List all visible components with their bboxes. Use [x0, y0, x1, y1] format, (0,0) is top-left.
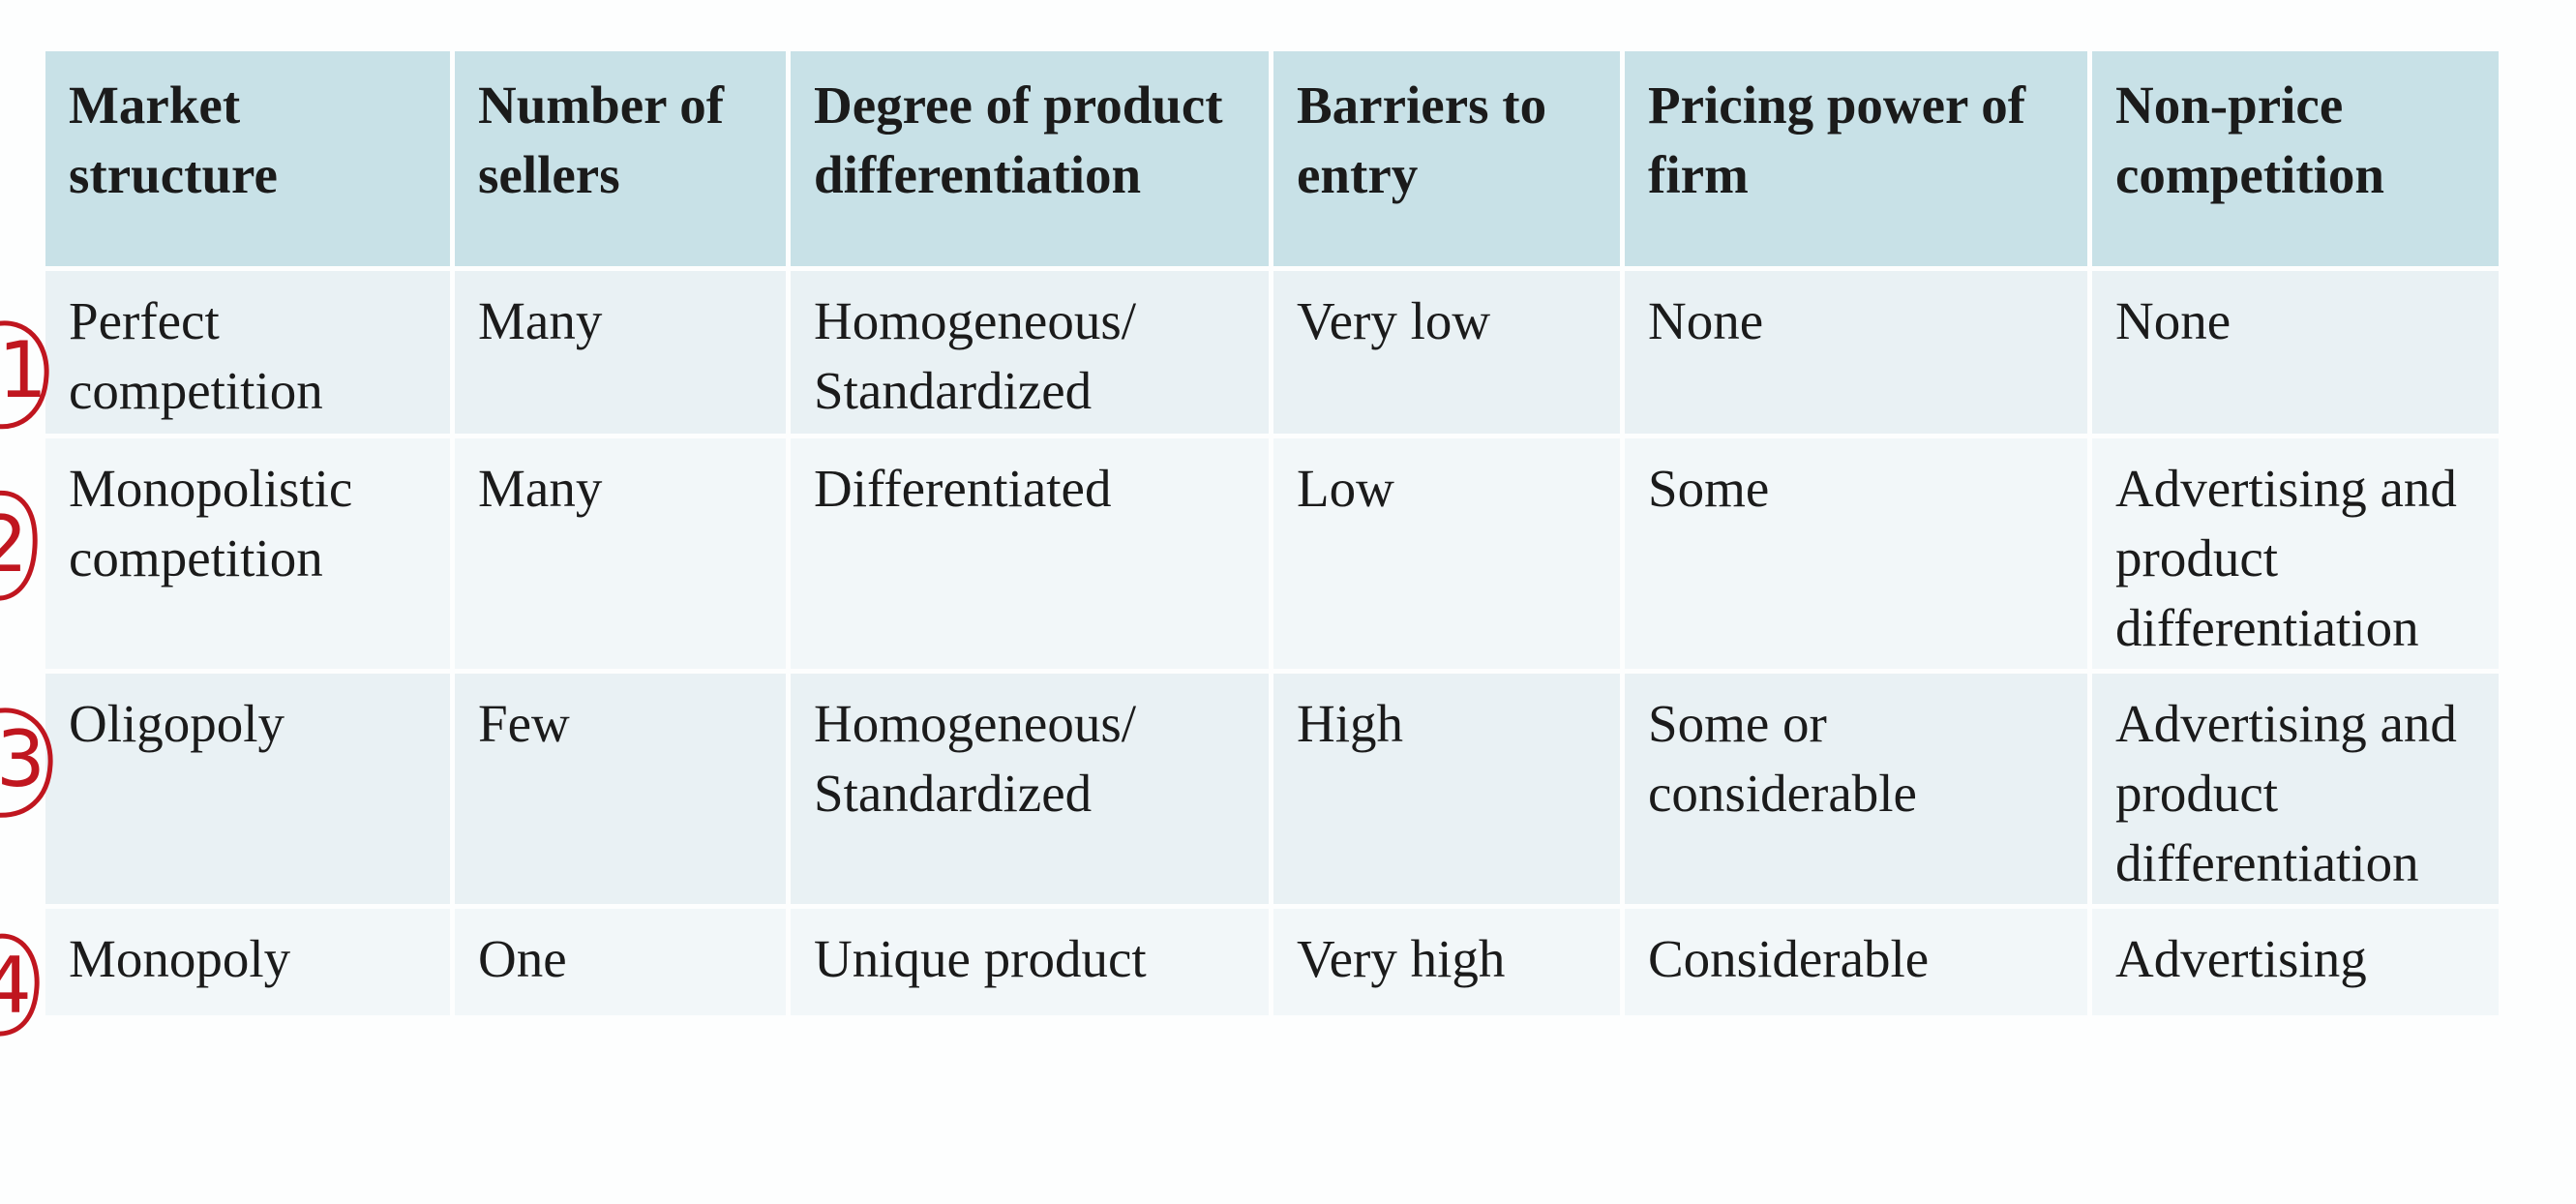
cell-non-price-competition: Advertising and product differentiation [2092, 674, 2499, 904]
cell-market-structure: Monopolistic competition [45, 438, 450, 669]
cell-non-price-competition: Advertising and product differentiation [2092, 438, 2499, 669]
header-pricing-power: Pricing power of firm [1625, 51, 2087, 266]
table-row: Monopolistic competition Many Differenti… [45, 438, 2499, 669]
cell-pricing-power: Some [1625, 438, 2087, 669]
table-row: Perfect competition Many Homogeneous/ St… [45, 271, 2499, 434]
cell-number-of-sellers: Many [455, 438, 786, 669]
svg-text:2: 2 [0, 499, 28, 589]
table-row: Monopoly One Unique product Very high Co… [45, 909, 2499, 1015]
cell-barriers-to-entry: Low [1273, 438, 1620, 669]
cell-barriers-to-entry: High [1273, 674, 1620, 904]
cell-barriers-to-entry: Very low [1273, 271, 1620, 434]
cell-pricing-power: Some or considerable [1625, 674, 2087, 904]
cell-non-price-competition: Advertising [2092, 909, 2499, 1015]
cell-product-differentiation: Homogeneous/ Standardized [791, 271, 1269, 434]
cell-product-differentiation: Unique product [791, 909, 1269, 1015]
cell-non-price-competition: None [2092, 271, 2499, 434]
cell-pricing-power: None [1625, 271, 2087, 434]
cell-number-of-sellers: One [455, 909, 786, 1015]
circled-number-4: 4 [0, 933, 40, 1037]
cell-product-differentiation: Differentiated [791, 438, 1269, 669]
svg-text:4: 4 [0, 941, 32, 1031]
circled-number-2: 2 [0, 490, 38, 601]
cell-market-structure: Oligopoly [45, 674, 450, 904]
cell-pricing-power: Considerable [1625, 909, 2087, 1015]
header-product-differentiation: Degree of product differentiation [791, 51, 1269, 266]
cell-barriers-to-entry: Very high [1273, 909, 1620, 1015]
cell-number-of-sellers: Few [455, 674, 786, 904]
cell-market-structure: Monopoly [45, 909, 450, 1015]
cell-number-of-sellers: Many [455, 271, 786, 434]
header-barriers-to-entry: Barriers to entry [1273, 51, 1620, 266]
market-structure-table: Market structure Number of sellers Degre… [41, 46, 2503, 1020]
svg-text:3: 3 [0, 714, 45, 804]
cell-product-differentiation: Homogeneous/ Standardized [791, 674, 1269, 904]
table-row: Oligopoly Few Homogeneous/ Standardized … [45, 674, 2499, 904]
cell-market-structure: Perfect competition [45, 271, 450, 434]
header-market-structure: Market structure [45, 51, 450, 266]
header-non-price-competition: Non-price competition [2092, 51, 2499, 266]
header-row: Market structure Number of sellers Degre… [45, 51, 2499, 266]
header-number-of-sellers: Number of sellers [455, 51, 786, 266]
